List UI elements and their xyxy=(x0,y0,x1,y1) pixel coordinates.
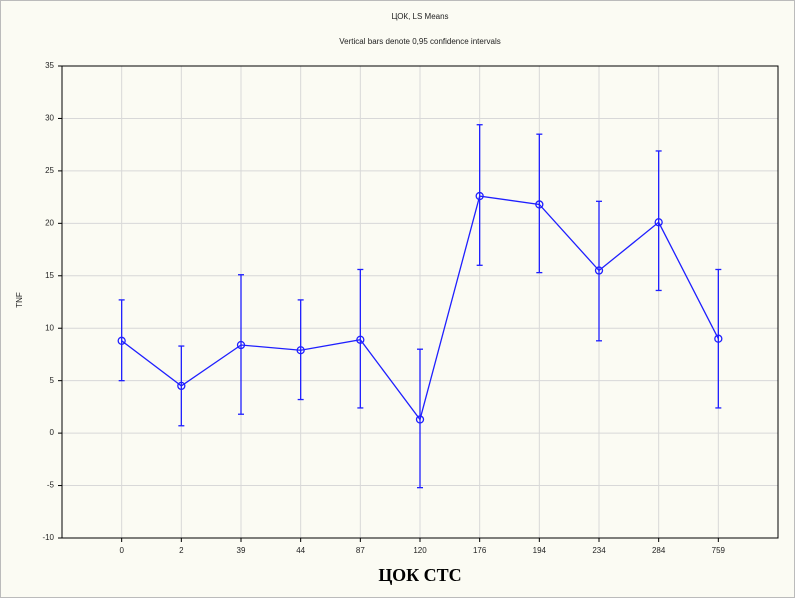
point xyxy=(117,336,126,345)
point xyxy=(594,266,604,275)
y-tick-label: 5 xyxy=(50,376,55,385)
y-tick-label: -5 xyxy=(47,481,55,490)
x-tick-label: 87 xyxy=(356,546,365,555)
plot-frame xyxy=(61,65,779,539)
x-tick-label: 284 xyxy=(652,546,666,555)
chart-subtitle: Vertical bars denote 0,95 confidence int… xyxy=(339,37,500,46)
x-tick-label: 234 xyxy=(592,546,606,555)
x-tick-label: 0 xyxy=(119,546,124,555)
point xyxy=(177,381,186,391)
x-tick-label: 44 xyxy=(296,546,305,555)
y-tick-label: 25 xyxy=(45,166,54,175)
y-tick-label: 0 xyxy=(50,428,55,437)
point xyxy=(535,200,544,209)
y-tick-label: 15 xyxy=(45,271,54,280)
y-tick-label: 10 xyxy=(45,323,54,332)
y-axis-label: TNF xyxy=(15,292,24,308)
y-tick-label: 30 xyxy=(45,114,54,123)
point xyxy=(236,340,246,350)
y-tick-label: 35 xyxy=(45,61,54,70)
x-tick-label: 2 xyxy=(179,546,184,555)
point xyxy=(356,335,365,344)
x-tick-label: 176 xyxy=(473,546,487,555)
point xyxy=(654,218,663,227)
point xyxy=(296,346,305,355)
x-tick-label: 759 xyxy=(712,546,726,555)
x-tick-label: 194 xyxy=(533,546,547,555)
x-tick-label: 120 xyxy=(413,546,427,555)
point xyxy=(415,415,425,424)
point xyxy=(475,191,484,201)
chart-title: ЦОК, LS Means xyxy=(391,12,448,21)
y-tick-label: -10 xyxy=(42,533,54,542)
point xyxy=(714,334,723,343)
x-axis-label: ЦОК СТС xyxy=(378,565,461,585)
x-tick-label: 39 xyxy=(237,546,246,555)
y-tick-label: 20 xyxy=(45,218,54,227)
